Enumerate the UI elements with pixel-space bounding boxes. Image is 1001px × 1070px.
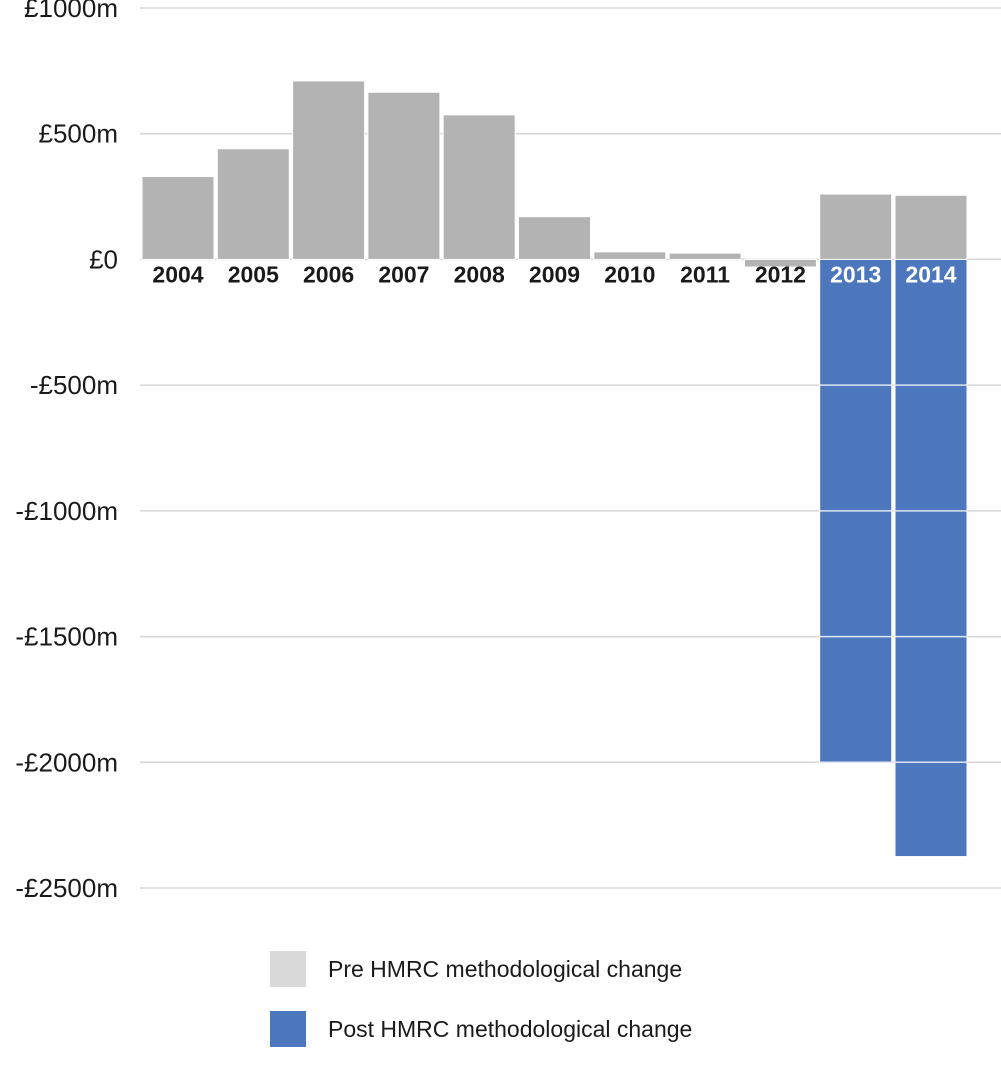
- bars: [141, 80, 968, 858]
- category-label-2009: 2009: [529, 261, 580, 287]
- category-label-2014: 2014: [905, 261, 956, 287]
- legend-swatch-post: [270, 1011, 306, 1047]
- bar-pre-2014: [894, 194, 968, 260]
- bar-pre-2011: [668, 252, 742, 260]
- category-label-2005: 2005: [228, 261, 279, 287]
- bar-pre-2012: [743, 258, 817, 268]
- legend-label-pre: Pre HMRC methodological change: [328, 955, 683, 982]
- category-label-2006: 2006: [303, 261, 354, 287]
- y-tick-label: -£2000m: [15, 747, 118, 777]
- y-tick-label: -£1500m: [15, 622, 118, 652]
- bar-pre-2004: [141, 175, 215, 260]
- category-label-2004: 2004: [152, 261, 203, 287]
- category-label-2008: 2008: [454, 261, 505, 287]
- bar-pre-2008: [442, 114, 516, 260]
- bar-pre-2010: [593, 251, 667, 260]
- legend-label-post: Post HMRC methodological change: [328, 1015, 693, 1042]
- y-axis-tick-labels: £1000m £500m £0 -£500m -£1000m -£1500m -£2000m…: [15, 0, 118, 903]
- category-label-2011: 2011: [680, 261, 730, 287]
- bar-pre-2007: [367, 91, 441, 260]
- category-label-2012: 2012: [755, 261, 806, 287]
- legend-item-pre: Pre HMRC methodological change: [270, 950, 692, 988]
- bar-pre-2013: [819, 193, 893, 260]
- category-label-2007: 2007: [378, 261, 429, 287]
- category-label-2010: 2010: [604, 261, 655, 287]
- bar-post-2014: [894, 258, 968, 858]
- y-tick-label: -£2500m: [15, 873, 118, 903]
- bar-pre-2005: [216, 148, 290, 260]
- x-axis-category-labels: 2004 2005 2006 2007 2008 2009 2010 2011 2012 2013…: [152, 261, 956, 287]
- bar-chart: £1000m £500m £0 -£500m -£1000m -£1500m -£2000m…: [15, 0, 1001, 903]
- y-tick-label: £1000m: [24, 0, 118, 23]
- bar-pre-2006: [292, 80, 366, 260]
- y-tick-label: -£1000m: [15, 496, 118, 526]
- legend: Pre HMRC methodological change Post HMRC…: [270, 950, 692, 1070]
- legend-item-post: Post HMRC methodological change: [270, 1010, 692, 1048]
- legend-swatch-pre: [270, 951, 306, 987]
- y-tick-label: -£500m: [30, 370, 118, 400]
- y-tick-label: £0: [89, 244, 118, 274]
- bar-pre-2009: [518, 216, 591, 260]
- category-label-2013: 2013: [830, 261, 881, 287]
- y-tick-label: £500m: [39, 119, 119, 149]
